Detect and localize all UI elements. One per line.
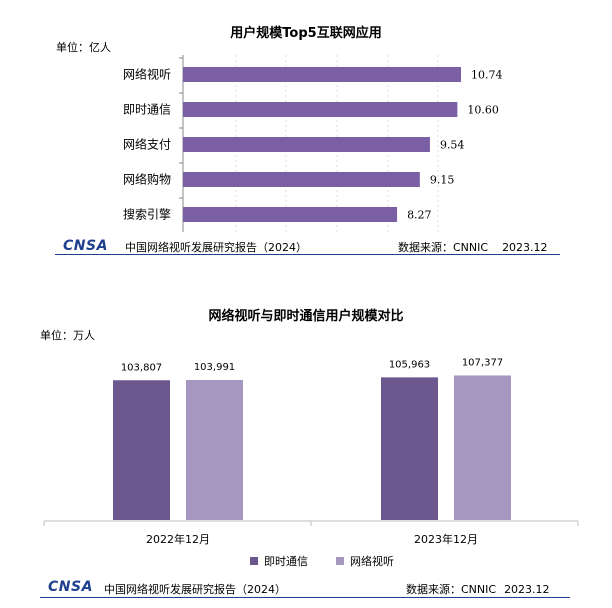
footer1-rule [55, 254, 560, 255]
chart2-legend-swatch [250, 557, 258, 565]
footer2-report-year: （2024） [236, 583, 286, 596]
chart2-value-label: 103,991 [194, 362, 235, 373]
chart1-bar [183, 172, 420, 187]
footer2-source: 数据来源：CNNIC 2023.12 [406, 581, 550, 597]
footer1-report-name: 中国网络视听发展研究报告 [125, 241, 257, 254]
chart2-bar [381, 377, 438, 520]
chart1-value-label: 9.15 [430, 174, 455, 187]
chart1-category-label: 网络视听 [123, 67, 171, 82]
cnsa-logo: CNSA [48, 579, 93, 595]
chart1-title: 用户规模Top5互联网应用 [230, 26, 382, 41]
chart2-category-label: 2023年12月 [414, 532, 478, 546]
footer1-source: 数据来源：CNNIC 2023.12 [398, 239, 548, 255]
chart1-bar [183, 207, 398, 222]
footer1-report-year: （2024） [257, 241, 307, 254]
chart1-category-label: 网络购物 [123, 172, 171, 187]
footer1-date: 2023.12 [502, 241, 548, 254]
chart1-unit: 单位：亿人 [56, 41, 111, 54]
chart1-bar [183, 102, 458, 117]
footer2-rule [40, 597, 570, 598]
footer2: CNSA 中国网络视听发展研究报告（2024） 数据来源：CNNIC 2023.1… [40, 578, 570, 600]
chart1-value-label: 10.74 [471, 69, 503, 82]
chart1-value-label: 8.27 [407, 209, 432, 222]
chart1-category-label: 网络支付 [123, 137, 171, 152]
chart2-legend-label: 即时通信 [264, 555, 308, 568]
chart2-value-label: 107,377 [462, 357, 503, 368]
chart1-plot: 网络视听 10.74 即时通信 10.60 网络支付 9.54 网络购物 9.15 搜索引擎 8.… [123, 55, 503, 232]
chart1-value-label: 10.60 [467, 104, 499, 117]
footer2-date: 2023.12 [504, 583, 550, 596]
chart1-category-label: 即时通信 [123, 103, 171, 117]
chart2-unit: 单位：万人 [40, 329, 95, 342]
footer1-source-label: 数据来源：CNNIC [398, 241, 489, 254]
footer2-report-name: 中国网络视听发展研究报告 [104, 583, 236, 596]
chart2-legend-label: 网络视听 [350, 554, 394, 568]
chart2-bar [186, 380, 243, 520]
chart2-value-label: 105,963 [389, 359, 430, 370]
chart1-category-label: 搜索引擎 [123, 207, 171, 222]
footer1: CNSA 中国网络视听发展研究报告（2024） 数据来源：CNNIC 2023.1… [55, 236, 560, 256]
footer2-report: 中国网络视听发展研究报告（2024） [104, 581, 286, 597]
chart2-bar [454, 375, 511, 520]
chart1-value-label: 9.54 [440, 139, 465, 152]
chart1-bar [183, 67, 461, 82]
footer1-report: 中国网络视听发展研究报告（2024） [125, 239, 307, 255]
chart2-category-label: 2022年12月 [146, 532, 210, 546]
chart2-value-label: 103,807 [121, 362, 162, 373]
cnsa-logo: CNSA [63, 238, 108, 254]
chart2-plot: 103,807 103,991 2022年12月 105,963 107,377 2023… [43, 357, 579, 568]
chart2-title: 网络视听与即时通信用户规模对比 [208, 309, 404, 324]
footer2-source-label: 数据来源：CNNIC [406, 583, 497, 596]
chart1-bar [183, 137, 430, 152]
chart2-legend-swatch [336, 557, 344, 565]
chart2-bar [113, 380, 170, 520]
